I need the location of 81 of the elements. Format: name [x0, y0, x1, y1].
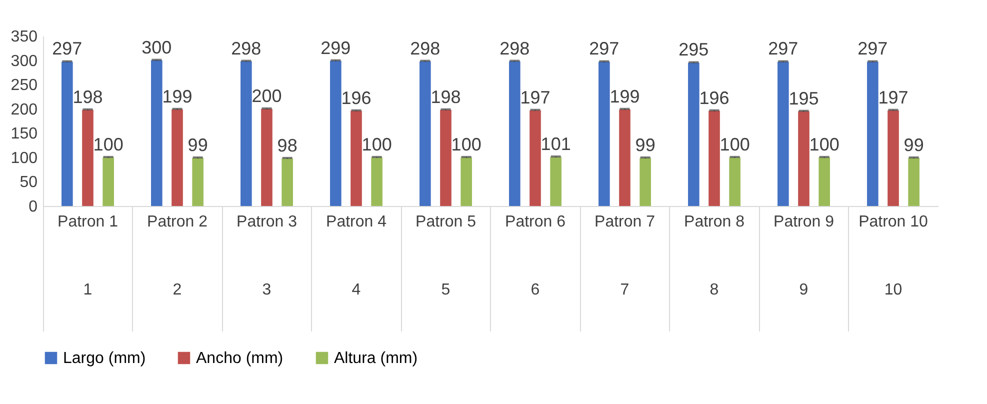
bar: [82, 110, 94, 206]
data-label: 197: [878, 87, 908, 108]
bar: [261, 108, 272, 206]
data-label: 298: [500, 38, 530, 58]
legend-label: Ancho (mm): [196, 350, 284, 367]
data-label: 101: [540, 134, 571, 154]
bar: [440, 110, 452, 206]
bar: [530, 110, 541, 206]
data-label: 297: [768, 38, 798, 59]
bar: [888, 110, 899, 206]
bar: [729, 157, 740, 206]
bar: [640, 158, 651, 206]
data-label: 298: [231, 38, 262, 58]
category-label: Patron 9 9: [774, 214, 834, 298]
bar: [867, 62, 878, 206]
bar: [62, 62, 73, 206]
data-label: 298: [410, 38, 440, 58]
data-label: 199: [162, 86, 192, 106]
bar: [240, 61, 252, 206]
data-label: 100: [720, 134, 750, 154]
data-label: 100: [362, 134, 392, 154]
data-label: 198: [430, 86, 461, 107]
category-label: Patron 2 2: [147, 214, 208, 298]
data-label: 197: [520, 87, 550, 108]
y-tick-label: 150: [10, 126, 38, 143]
data-label: 99: [635, 134, 656, 155]
bar: [102, 157, 114, 206]
bar: [192, 158, 204, 206]
category-label: Patron 6 6: [505, 214, 566, 298]
category-label: Patron 4 4: [326, 214, 386, 298]
data-label: 200: [252, 86, 282, 106]
data-label: 300: [142, 37, 172, 58]
data-label: 196: [699, 88, 730, 108]
bar: [509, 61, 520, 206]
y-tick-label: 50: [20, 174, 38, 192]
bar: [619, 109, 630, 206]
bar: [778, 62, 789, 206]
legend-label: Altura (mm): [334, 350, 418, 367]
category-label: Patron 1 1: [58, 214, 118, 298]
y-tick-label: 100: [10, 150, 38, 167]
y-tick-label: 300: [10, 52, 38, 70]
data-label: 297: [589, 38, 620, 59]
data-label: 297: [858, 38, 888, 59]
bar: [708, 110, 720, 206]
bar: [598, 62, 610, 206]
data-label: 195: [788, 88, 819, 108]
data-label: 297: [52, 38, 82, 59]
y-tick-label: 200: [10, 101, 38, 118]
bar: [460, 157, 472, 206]
category-label: Patron 8 8: [684, 214, 744, 298]
y-tick-label: 0: [28, 198, 38, 216]
data-label: 299: [320, 38, 351, 58]
category-label: Patron 5 5: [416, 214, 476, 298]
bar: [282, 158, 293, 206]
data-label: 100: [93, 134, 124, 154]
bar: [371, 157, 382, 206]
bar: [688, 62, 700, 206]
legend-label: Largo (mm): [63, 350, 146, 367]
y-tick-label: 250: [10, 77, 38, 94]
data-label: 99: [904, 134, 924, 155]
bar: [330, 60, 342, 206]
category-label: Patron 3 3: [236, 214, 297, 298]
bar: [172, 109, 183, 206]
bar: [818, 157, 830, 206]
y-tick-label: 350: [10, 28, 38, 46]
bar: [151, 60, 162, 206]
category-label: Patron 10 10: [858, 214, 928, 298]
data-label: 199: [610, 86, 640, 106]
data-label: 99: [188, 134, 208, 155]
data-label: 100: [809, 134, 840, 154]
data-label: 98: [277, 135, 298, 156]
bar: [908, 158, 920, 206]
category-label: Patron 7 7: [594, 214, 655, 298]
bar: [550, 156, 562, 206]
data-label: 196: [341, 88, 372, 108]
bar: [350, 110, 362, 206]
bar: [420, 61, 431, 206]
data-label: 198: [72, 86, 103, 107]
data-label: 100: [451, 134, 482, 154]
data-label: 295: [678, 40, 709, 60]
bar: [798, 111, 810, 206]
